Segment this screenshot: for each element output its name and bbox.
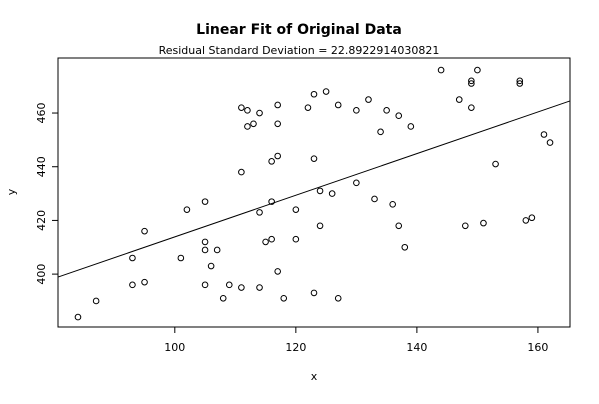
point [528,214,536,222]
x-tick-label: 140 [406,341,427,354]
chart-title: Linear Fit of Original Data [196,22,402,38]
point [316,187,324,195]
point [268,235,275,243]
y-tick-label: 400 [35,264,48,285]
point [292,206,300,213]
point [395,222,403,230]
point [280,294,288,302]
point [407,123,415,130]
point [334,294,342,302]
x-tick-label: 160 [527,341,548,354]
point [92,297,100,305]
point [238,284,245,291]
point [268,198,275,205]
point [129,281,136,289]
point [201,198,209,205]
point [474,66,481,74]
point [310,289,318,297]
x-axis-label: x [311,370,318,383]
point [546,139,554,146]
point [213,246,221,254]
point [274,268,281,275]
point [492,160,499,168]
point [522,217,530,224]
point [256,284,263,291]
point [322,88,330,95]
point [334,101,342,109]
point [468,80,475,87]
point [365,96,372,103]
chart-subtitle: Residual Standard Deviation = 22.8922914… [159,44,440,57]
point [516,80,524,87]
point [225,281,233,289]
point [238,168,245,176]
point [141,227,148,235]
point [377,128,384,136]
point [292,235,300,243]
y-axis-label: y [5,188,18,195]
point [256,109,263,117]
point [468,104,475,111]
point [310,155,318,162]
point [183,206,191,213]
point [201,281,209,289]
point [462,222,469,230]
point [304,104,312,111]
point [328,190,336,197]
y-tick-label: 420 [35,210,48,231]
point [129,254,136,262]
point [353,107,360,114]
point [219,294,227,302]
point [401,243,409,251]
y-tick-label: 460 [35,103,48,124]
point [383,107,390,114]
point [274,101,281,109]
x-tick-label: 100 [164,341,185,354]
point [238,104,245,111]
point [268,158,275,165]
point [256,209,263,216]
point [371,195,378,203]
point [207,262,215,270]
point [389,201,396,208]
point [201,246,209,254]
plot-frame [57,57,571,328]
point [141,278,148,286]
point [201,238,209,246]
point [244,107,251,114]
point [455,96,463,103]
point [244,123,251,130]
point [74,313,82,321]
point [250,120,257,128]
point [468,77,475,85]
point [262,238,269,246]
fit-line [57,100,571,278]
point [480,219,487,227]
point [540,131,548,138]
point [437,66,445,74]
point [177,254,185,262]
point [274,120,281,128]
point [516,77,524,85]
x-tick-label: 120 [285,341,306,354]
point [274,152,281,160]
point [395,112,403,120]
point [316,222,324,230]
point [310,90,318,98]
point [353,179,360,187]
y-tick-label: 440 [35,156,48,177]
